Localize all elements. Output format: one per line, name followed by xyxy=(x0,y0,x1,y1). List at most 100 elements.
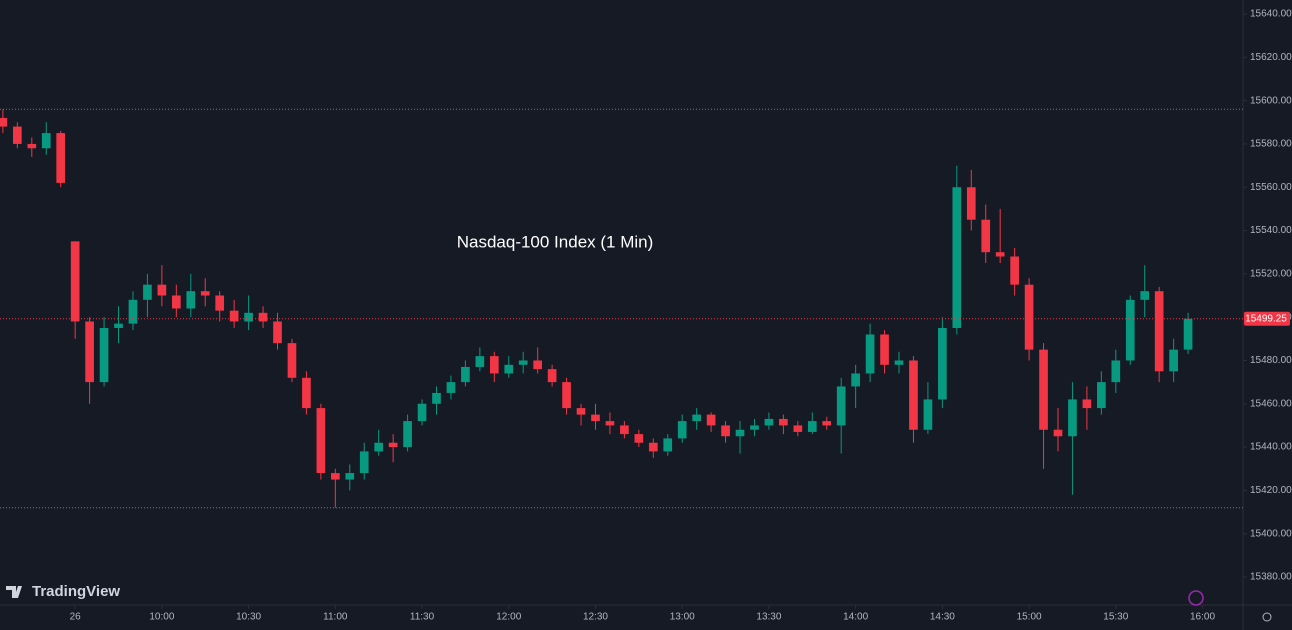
candle-body xyxy=(403,421,412,448)
y-tick-label: 15460.00 xyxy=(1250,398,1292,409)
candle-body xyxy=(677,421,687,439)
x-tick-label: 14:00 xyxy=(843,612,868,623)
candle-body xyxy=(706,414,716,426)
candle-body xyxy=(1169,349,1178,372)
candle-body xyxy=(475,356,485,367)
candle-body xyxy=(99,327,109,383)
candle-body xyxy=(56,133,66,183)
settings-icon[interactable] xyxy=(1262,612,1272,622)
y-tick-label: 15600.00 xyxy=(1250,95,1292,106)
candle-body xyxy=(1140,291,1150,300)
candle-body xyxy=(1082,399,1092,409)
candle-body xyxy=(894,360,904,365)
x-tick-label: 10:30 xyxy=(236,612,261,623)
candle-body xyxy=(330,473,340,480)
candle-body xyxy=(302,377,311,409)
y-tick-label: 15380.00 xyxy=(1250,572,1292,583)
y-tick-label: 15580.00 xyxy=(1250,139,1292,150)
candle-body xyxy=(128,299,138,324)
candle-body xyxy=(822,421,832,426)
candle-body xyxy=(692,414,701,422)
x-tick-label: 26 xyxy=(70,612,82,623)
candle-body xyxy=(1097,382,1106,409)
candle-body xyxy=(735,429,745,437)
candle-body xyxy=(200,291,210,296)
candle-body xyxy=(648,442,658,452)
candle-body xyxy=(1053,429,1063,437)
y-tick-label: 15440.00 xyxy=(1250,442,1292,453)
candle-body xyxy=(1039,349,1048,430)
candle-body xyxy=(229,310,239,322)
last-price-label: 15499.25 xyxy=(1245,313,1287,324)
candle-body xyxy=(1125,299,1135,361)
x-tick-label: 15:30 xyxy=(1103,612,1128,623)
candle-body xyxy=(750,425,759,430)
candle-body xyxy=(70,241,80,322)
candle-body xyxy=(504,364,514,374)
last-price-box xyxy=(1244,311,1290,326)
candle-body xyxy=(779,418,788,426)
x-tick-label: 11:30 xyxy=(410,612,435,623)
candle-body xyxy=(938,327,947,400)
candle-body xyxy=(605,421,615,426)
candle-body xyxy=(114,323,123,328)
candle-body xyxy=(85,321,94,383)
y-tick-label: 15640.00 xyxy=(1250,9,1292,20)
candle-body xyxy=(634,434,644,443)
candle-body xyxy=(157,284,167,296)
candle-body xyxy=(1024,284,1034,350)
candle-body xyxy=(258,312,268,322)
candle-body xyxy=(966,187,976,220)
candle-body xyxy=(851,373,860,387)
candle-body xyxy=(388,442,398,448)
candle-body xyxy=(186,291,196,309)
x-tick-label: 11:00 xyxy=(323,612,348,623)
y-tick-label: 15560.00 xyxy=(1250,182,1292,193)
y-tick-label: 15520.00 xyxy=(1250,268,1292,279)
candle-body xyxy=(547,369,557,383)
candle-body xyxy=(923,399,933,430)
candle-body xyxy=(518,360,528,365)
candle-body xyxy=(359,451,369,474)
candle-body xyxy=(27,143,37,149)
chart-title: Nasdaq-100 Index (1 Min) xyxy=(457,232,654,251)
candle-body xyxy=(374,442,384,452)
candle-body xyxy=(41,133,51,149)
candle-body xyxy=(981,219,991,253)
candle-body xyxy=(764,418,774,426)
candle-body xyxy=(446,382,456,393)
candle-body xyxy=(215,295,225,311)
x-tick-label: 13:30 xyxy=(756,612,781,623)
candle-body xyxy=(620,425,629,435)
candle-body xyxy=(287,343,297,378)
logo-icon xyxy=(6,586,22,598)
candle-body xyxy=(143,284,152,300)
x-tick-label: 15:00 xyxy=(1017,612,1042,623)
y-tick-label: 15420.00 xyxy=(1250,485,1292,496)
candle-body xyxy=(1154,291,1164,372)
candle-body xyxy=(345,473,355,480)
candle-body xyxy=(1183,318,1193,350)
x-tick-label: 12:00 xyxy=(496,612,521,623)
y-tick-label: 15400.00 xyxy=(1250,528,1292,539)
candle-body xyxy=(461,366,470,383)
alert-icon[interactable] xyxy=(1188,590,1204,606)
candle-body xyxy=(995,252,1005,257)
x-tick-label: 12:30 xyxy=(583,612,608,623)
candle-body xyxy=(562,382,571,409)
candle-body xyxy=(13,126,22,144)
logo-text: TradingView xyxy=(32,583,120,600)
plot-area xyxy=(0,109,1193,508)
y-tick-label: 15480.00 xyxy=(1250,355,1292,366)
candle-body xyxy=(273,321,282,344)
x-tick-label: 10:00 xyxy=(149,612,174,623)
y-tick-label: 15620.00 xyxy=(1250,52,1292,63)
candle-body xyxy=(316,408,326,474)
candle-body xyxy=(489,356,499,374)
x-tick-label: 13:00 xyxy=(670,612,695,623)
x-tick-label: 14:30 xyxy=(930,612,955,623)
candle-body xyxy=(880,334,889,365)
candle-body xyxy=(1068,399,1077,437)
